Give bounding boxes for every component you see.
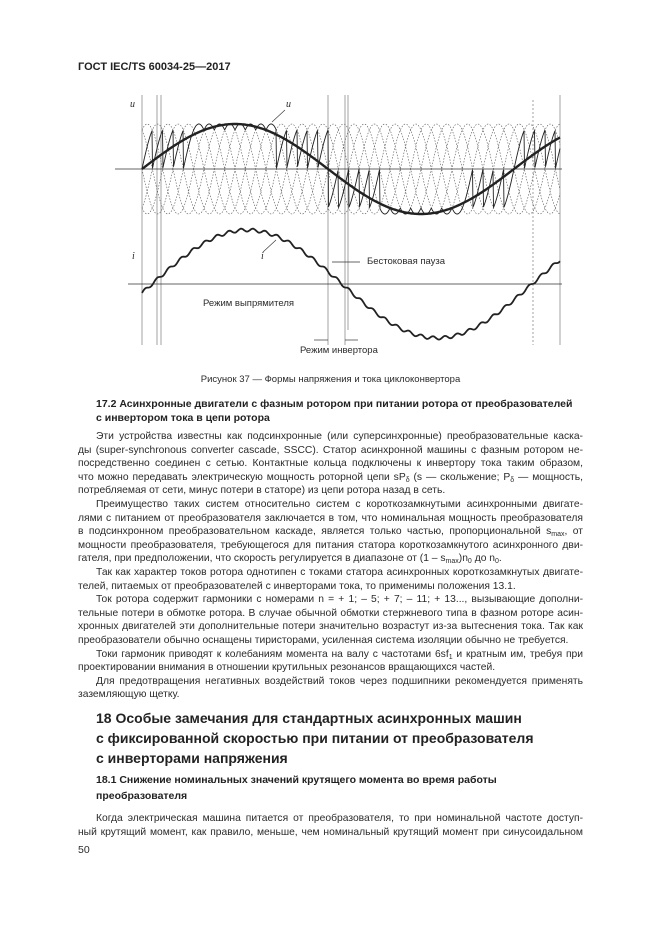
text-line: проектировании внимания в отношении крут… <box>78 662 496 674</box>
page-number: 50 <box>78 844 90 856</box>
rectifier-mode-label: Режим выпрямителя <box>203 298 295 309</box>
text-line: посредственно соединен с сетью. Контактн… <box>78 458 583 470</box>
text-line: ды (super-synchronous converter cascade,… <box>78 444 583 456</box>
text-line: преобразователи обычно оснащены тиристор… <box>78 635 569 646</box>
i-axis-label: i <box>132 251 135 262</box>
section-18-heading-line-3: с инверторами напряжения <box>96 750 288 766</box>
text-line: гателя, при предположении, что скорость … <box>78 553 502 566</box>
section-18-1-heading-line-2: преобразователя <box>96 790 188 802</box>
text-line: ный крутящий момент, как правило, меньше… <box>78 827 583 838</box>
text-line: Так как характер токов ротора однотипен … <box>96 567 583 578</box>
subscript: 1 <box>448 653 453 661</box>
text-line: Токи гармоник приводят к колебаниям моме… <box>96 648 584 661</box>
i-curve-label: i <box>261 251 264 262</box>
text-line: лями с питанием от преобразователя заклю… <box>78 512 583 524</box>
subscript: max <box>445 558 459 566</box>
subscript: 0 <box>495 558 499 566</box>
section-18-1-heading-line-1: 18.1 Снижение номинальных значений крутя… <box>96 774 497 786</box>
figure-caption: Рисунок 37 — Формы напряжения и тока цик… <box>200 374 461 385</box>
text-line: Когда электрическая машина питается от п… <box>96 813 583 824</box>
text-line: тельные потери в обмотке ротора. В случа… <box>78 607 583 619</box>
text-line: мощности преобразователя, требующегося д… <box>78 539 583 551</box>
output-voltage-chopped <box>141 123 561 215</box>
text-line: Эти устройства известны как подсинхронны… <box>96 431 583 442</box>
phase-voltage-curve <box>141 123 561 215</box>
section-18-heading-line-1: 18 Особые замечания для стандартных асин… <box>96 710 522 726</box>
text-line: в подсинхронном преобразовательном каска… <box>78 526 583 539</box>
section-17-2-heading-line-2: с инвертором тока в цепи ротора <box>96 412 270 424</box>
subscript: δ <box>405 476 410 484</box>
i-leader <box>262 239 277 253</box>
text-line: хронных двигателей эти дополнительные по… <box>78 621 583 633</box>
text-line: заземляющую щетку. <box>78 689 180 701</box>
u-curve-label: u <box>286 99 291 110</box>
current-curve-i <box>141 227 561 341</box>
standard-header: ГОСТ IEC/TS 60034-25—2017 <box>78 61 231 73</box>
text-line: Для предотвращения негативных воздействи… <box>96 675 583 687</box>
u-leader <box>271 109 286 123</box>
text-line: Преимущество таких систем относительно с… <box>96 499 583 510</box>
voltage-fundamental-u <box>141 122 561 216</box>
phase-voltage-curve <box>141 123 561 215</box>
subscript: 0 <box>467 558 472 566</box>
u-axis-label: u <box>130 99 135 110</box>
subscript: δ <box>510 476 515 484</box>
phase-voltage-curves <box>141 123 561 215</box>
text-line: потребляемая от сети, минус потери в ста… <box>78 485 446 497</box>
section-17-2-heading-line-1: 17.2 Асинхронные двигатели с фазным рото… <box>96 398 573 410</box>
subscript: max <box>551 531 565 539</box>
phase-voltage-curve <box>141 123 561 215</box>
mode-boundary-lines <box>141 95 561 345</box>
section-18-heading-line-2: с фиксированной скоростью при питании от… <box>96 730 534 746</box>
text-line: телей, питаемых от преобразователей с ин… <box>78 580 516 592</box>
phase-voltage-curve <box>141 123 561 215</box>
phase-voltage-curve <box>141 123 561 215</box>
dead-time-label: Бестоковая пауза <box>367 256 446 267</box>
waveform-figure <box>115 95 562 345</box>
text-line: что можно передавать электрическую мощно… <box>78 471 583 484</box>
inverter-mode-label: Режим инвертора <box>300 345 378 356</box>
text-line: Ток ротора содержит гармоники с номерами… <box>96 594 583 606</box>
phase-voltage-curve <box>141 123 561 215</box>
